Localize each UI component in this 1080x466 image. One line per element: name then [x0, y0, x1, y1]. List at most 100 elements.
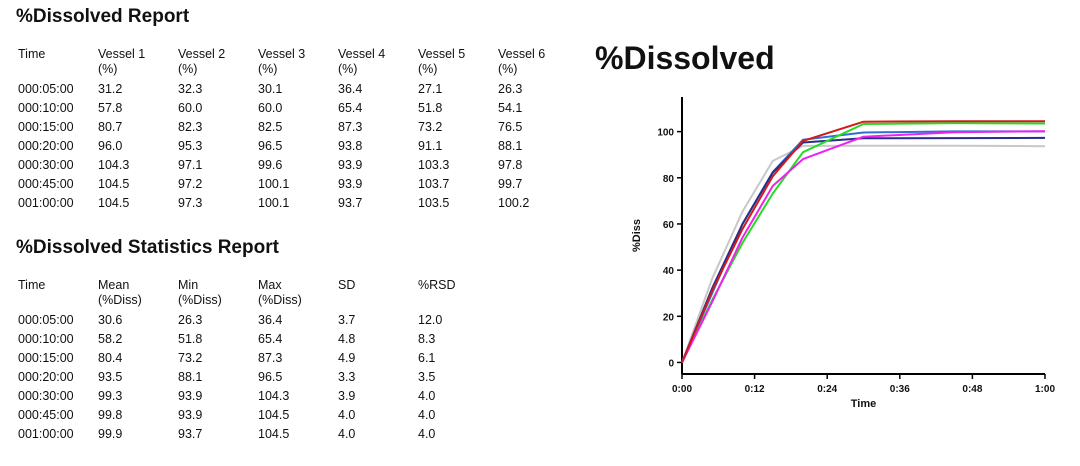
- x-tick-label: 0:12: [745, 384, 765, 395]
- table-cell: 36.4: [338, 82, 363, 96]
- column-header: Vessel 2 (%): [178, 47, 258, 80]
- table-cell: 3.9: [338, 389, 356, 403]
- column-header: Vessel 6 (%): [498, 47, 578, 80]
- column-header-label: Vessel 3: [258, 47, 306, 61]
- column-header-label: Vessel 4: [338, 47, 386, 61]
- series-line-vessel-4: [681, 144, 1046, 363]
- table-cell: 3.3: [338, 370, 356, 384]
- table-row: 000:05:00 31.2 32.3 30.1 36.4 27.1 26.3: [18, 80, 578, 99]
- table-cell: 88.1: [178, 370, 203, 384]
- table-cell: 000:45:00: [18, 177, 74, 191]
- x-tick-label: 1:00: [1035, 384, 1055, 395]
- table-cell: 97.2: [178, 177, 203, 191]
- table-cell: 99.9: [98, 427, 123, 441]
- table-cell: 26.3: [178, 313, 203, 327]
- statistics-report-table: Time Mean (%Diss) Min (%Diss) Max (%Diss) SD %RS…: [18, 278, 498, 444]
- table-cell: 57.8: [98, 101, 123, 115]
- series-line-vessel-3: [681, 130, 1045, 363]
- column-header-label: Time: [18, 278, 46, 292]
- table-header-row: Time Vessel 1 (%) Vessel 2 (%) Vessel 3 (%) Ves…: [18, 47, 578, 80]
- table-cell: 58.2: [98, 332, 123, 346]
- table-cell: 103.3: [418, 158, 450, 172]
- x-tick-label: 0:36: [890, 384, 910, 395]
- table-cell: 30.6: [98, 313, 123, 327]
- table-cell: 32.3: [178, 82, 203, 96]
- table-cell: 000:05:00: [18, 313, 74, 327]
- table-cell: 51.8: [418, 101, 443, 115]
- y-tick-label: 80: [663, 174, 675, 185]
- table-cell: 88.1: [498, 139, 523, 153]
- table-cell: 60.0: [258, 101, 283, 115]
- x-axis-title: Time: [851, 398, 876, 410]
- table-cell: 93.7: [338, 196, 363, 210]
- table-cell: 4.8: [338, 332, 356, 346]
- table-cell: 91.1: [418, 139, 443, 153]
- table-cell: 000:20:00: [18, 370, 74, 384]
- table-cell: 4.0: [338, 408, 356, 422]
- table-cell: 96.0: [98, 139, 123, 153]
- column-header: Vessel 5 (%): [418, 47, 498, 80]
- table-cell: 80.4: [98, 351, 123, 365]
- table-row: 001:00:00 104.5 97.3 100.1 93.7 103.5 100.2: [18, 194, 578, 213]
- table-cell: 65.4: [338, 101, 363, 115]
- table-cell: 97.3: [178, 196, 203, 210]
- column-header-unit: (%): [178, 62, 198, 76]
- table-cell: 4.0: [418, 427, 436, 441]
- table-cell: 001:00:00: [18, 427, 74, 441]
- table-cell: 4.0: [418, 408, 436, 422]
- table-row: 000:30:00 99.3 93.9 104.3 3.9 4.0: [18, 387, 498, 406]
- table-cell: 87.3: [338, 120, 363, 134]
- column-header: %RSD: [418, 278, 498, 311]
- table-cell: 36.4: [258, 313, 283, 327]
- column-header: Time: [18, 278, 98, 311]
- column-header-label: Vessel 6: [498, 47, 546, 61]
- stats-title: %Dissolved Statistics Report: [16, 237, 279, 258]
- table-cell: 000:30:00: [18, 389, 74, 403]
- table-row: 000:30:00 104.3 97.1 99.6 93.9 103.3 97.8: [18, 156, 578, 175]
- table-cell: 27.1: [418, 82, 443, 96]
- x-tick-label: 0:24: [817, 384, 837, 395]
- table-cell: 100.1: [258, 177, 290, 191]
- column-header-unit: (%Diss): [178, 293, 222, 307]
- column-header-unit: (%): [338, 62, 358, 76]
- column-header: Vessel 3 (%): [258, 47, 338, 80]
- table-cell: 104.5: [98, 177, 130, 191]
- table-cell: 93.9: [338, 177, 363, 191]
- table-cell: 100.1: [258, 196, 290, 210]
- table-row: 000:20:00 93.5 88.1 96.5 3.3 3.5: [18, 368, 498, 387]
- y-tick-label: 20: [663, 312, 675, 323]
- table-cell: 96.5: [258, 370, 283, 384]
- x-tick-label: 0:48: [962, 384, 982, 395]
- table-cell: 93.9: [178, 408, 203, 422]
- table-cell: 4.0: [338, 427, 356, 441]
- column-header: Min (%Diss): [178, 278, 258, 311]
- table-cell: 65.4: [258, 332, 283, 346]
- column-header-unit: (%Diss): [258, 293, 302, 307]
- table-cell: 000:10:00: [18, 332, 74, 346]
- table-cell: 100.2: [498, 196, 530, 210]
- table-row: 000:45:00 104.5 97.2 100.1 93.9 103.7 99.7: [18, 175, 578, 194]
- table-cell: 93.9: [338, 158, 363, 172]
- table-cell: 000:45:00: [18, 408, 74, 422]
- table-cell: 104.5: [258, 427, 290, 441]
- y-tick-label: 100: [657, 128, 674, 139]
- column-header-label: Max: [258, 278, 282, 292]
- table-cell: 93.5: [98, 370, 123, 384]
- table-cell: 000:05:00: [18, 82, 74, 96]
- table-row: 000:45:00 99.8 93.9 104.5 4.0 4.0: [18, 406, 498, 425]
- table-cell: 93.7: [178, 427, 203, 441]
- table-cell: 4.9: [338, 351, 356, 365]
- table-cell: 82.3: [178, 120, 203, 134]
- table-cell: 96.5: [258, 139, 283, 153]
- table-cell: 000:20:00: [18, 139, 74, 153]
- y-axis-title: %Diss: [631, 219, 643, 252]
- column-header-unit: (%Diss): [98, 293, 142, 307]
- table-cell: 104.3: [258, 389, 290, 403]
- table-cell: 104.5: [258, 408, 290, 422]
- table-cell: 30.1: [258, 82, 283, 96]
- table-row: 000:10:00 57.8 60.0 60.0 65.4 51.8 54.1: [18, 99, 578, 118]
- table-cell: 95.3: [178, 139, 203, 153]
- column-header-label: Time: [18, 47, 46, 61]
- y-tick-label: 40: [663, 266, 675, 277]
- table-cell: 60.0: [178, 101, 203, 115]
